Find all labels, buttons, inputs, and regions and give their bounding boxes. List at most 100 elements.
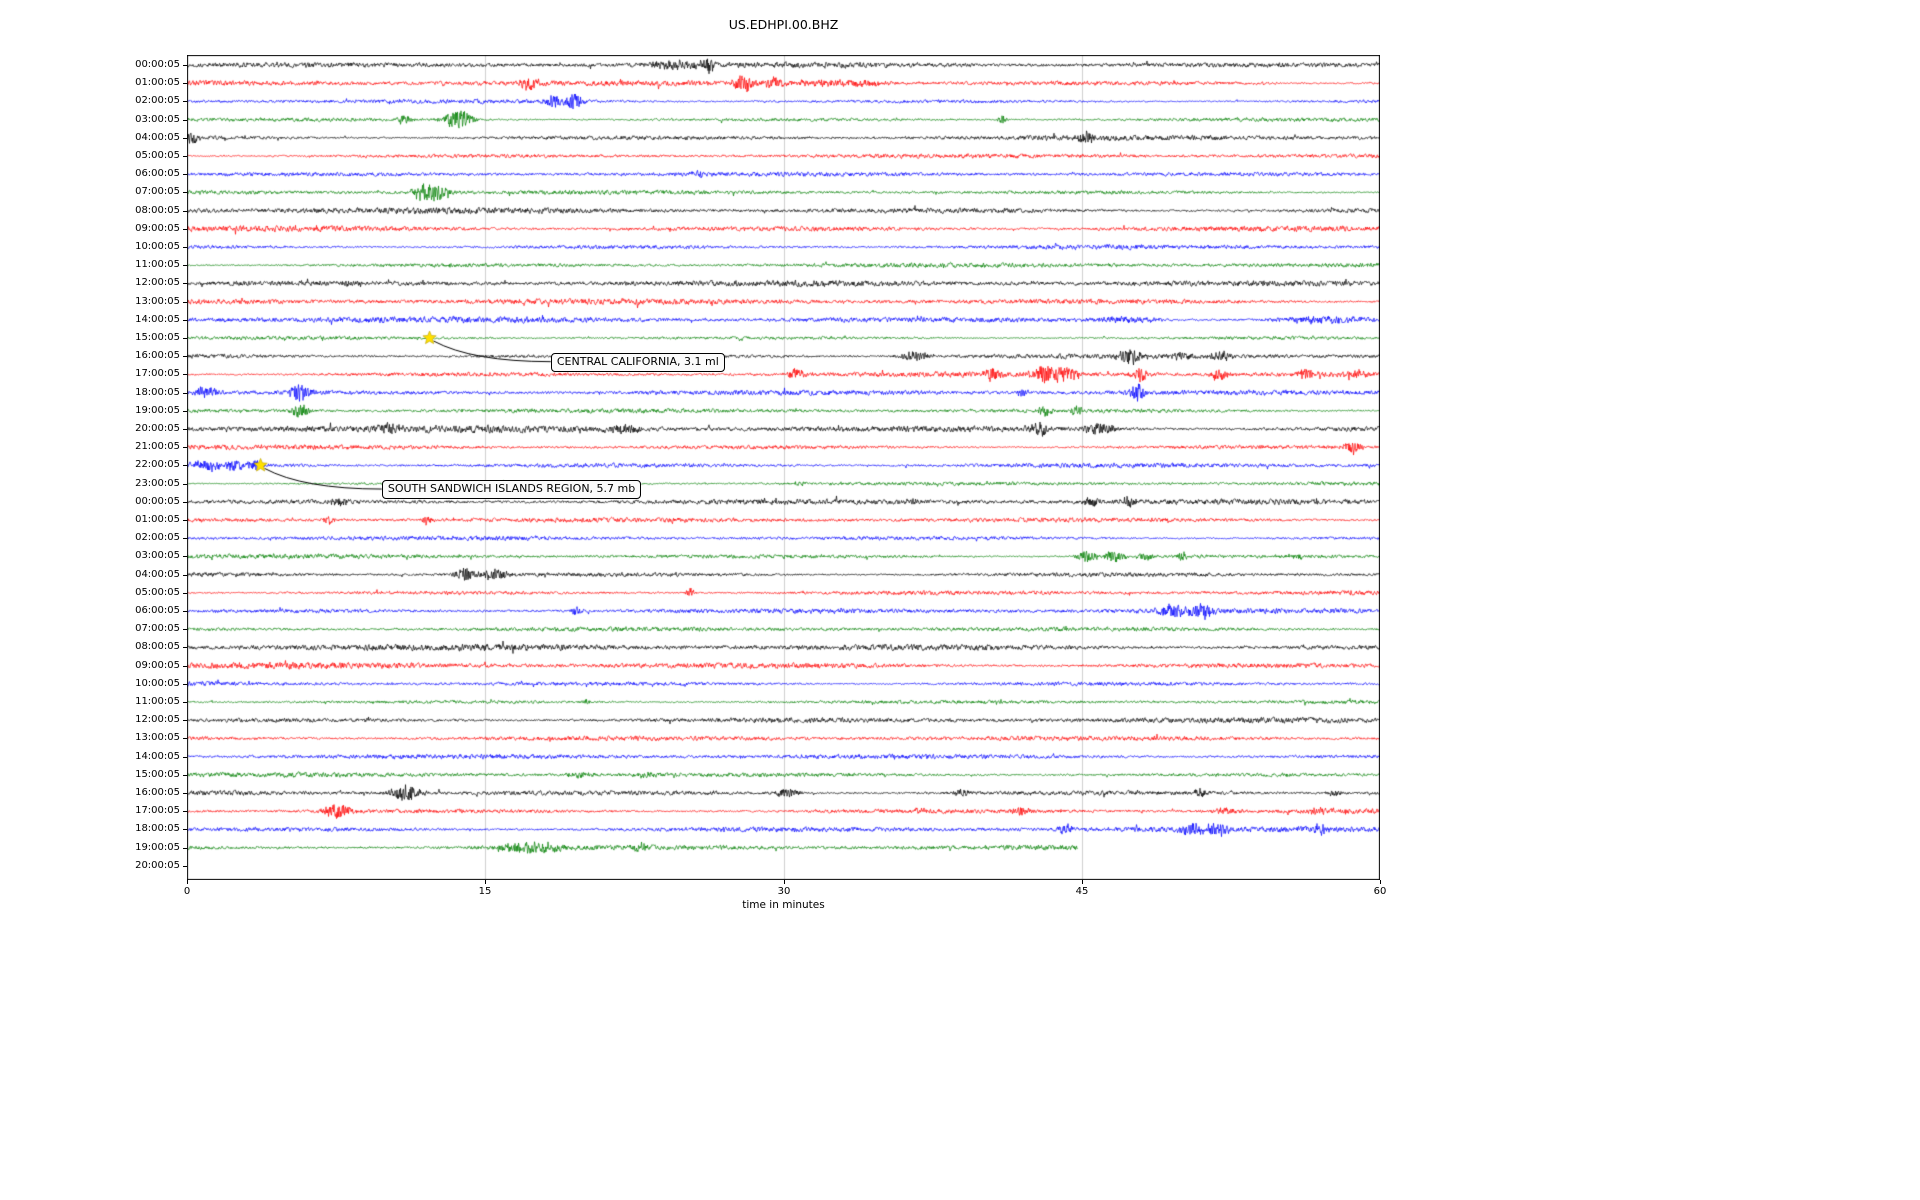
y-tick-mark bbox=[183, 574, 187, 576]
trace-time-label: 02:00:05 bbox=[135, 532, 180, 544]
trace-time-label: 07:00:05 bbox=[135, 186, 180, 198]
y-tick-mark bbox=[183, 683, 187, 685]
y-tick-mark bbox=[183, 811, 187, 813]
y-tick-mark bbox=[183, 228, 187, 230]
y-tick-mark bbox=[183, 847, 187, 849]
y-tick-mark bbox=[183, 65, 187, 66]
y-tick-mark bbox=[183, 319, 187, 321]
y-tick-mark bbox=[183, 611, 187, 612]
trace-time-label: 11:00:05 bbox=[135, 696, 180, 707]
y-tick-mark bbox=[183, 556, 187, 558]
y-tick-mark bbox=[183, 392, 187, 394]
trace-time-label: 06:00:05 bbox=[135, 168, 180, 180]
y-tick-mark bbox=[183, 501, 187, 503]
trace-time-label: 19:00:05 bbox=[135, 841, 180, 853]
trace-time-label: 00:00:05 bbox=[135, 59, 180, 70]
event-annotation-south-sandwich: SOUTH SANDWICH ISLANDS REGION, 5.7 mb bbox=[381, 480, 642, 500]
trace-time-label: 16:00:05 bbox=[135, 350, 180, 362]
trace-time-label: 18:00:05 bbox=[135, 386, 180, 398]
chart-title: US.EDHPI.00.BHZ bbox=[728, 17, 839, 32]
y-tick-mark bbox=[183, 756, 187, 758]
y-tick-mark bbox=[183, 192, 187, 194]
trace-time-label: 22:00:05 bbox=[135, 459, 180, 471]
trace-time-label: 17:00:05 bbox=[135, 805, 180, 817]
trace-time-label: 00:00:05 bbox=[135, 495, 180, 507]
y-tick-mark bbox=[183, 247, 187, 248]
x-tick-label: 30 bbox=[777, 886, 791, 897]
x-tick-mark bbox=[485, 880, 486, 884]
trace-time-label: 01:00:05 bbox=[135, 514, 180, 525]
trace-time-label: 04:00:05 bbox=[135, 131, 180, 143]
y-tick-mark bbox=[183, 338, 187, 339]
y-tick-mark bbox=[183, 520, 187, 521]
y-tick-mark bbox=[183, 356, 187, 358]
trace-time-label: 05:00:05 bbox=[135, 150, 180, 161]
y-tick-mark bbox=[183, 156, 187, 157]
y-tick-mark bbox=[183, 592, 187, 594]
trace-time-label: 10:00:05 bbox=[135, 677, 180, 689]
y-tick-mark bbox=[183, 538, 187, 540]
trace-time-label: 08:00:05 bbox=[135, 204, 180, 216]
x-tick-label: 15 bbox=[478, 886, 492, 897]
y-tick-mark bbox=[183, 429, 187, 430]
y-tick-mark bbox=[183, 738, 187, 740]
y-tick-mark bbox=[183, 465, 187, 467]
trace-time-label: 14:00:05 bbox=[135, 313, 180, 325]
y-tick-mark bbox=[183, 283, 187, 285]
y-tick-mark bbox=[183, 629, 187, 631]
y-tick-mark bbox=[183, 119, 187, 121]
trace-time-label: 05:00:05 bbox=[135, 586, 180, 598]
trace-time-label: 18:00:05 bbox=[135, 823, 180, 835]
x-tick-mark bbox=[784, 880, 785, 884]
y-tick-mark bbox=[183, 174, 187, 176]
trace-time-label: 19:00:05 bbox=[135, 404, 180, 416]
trace-time-label: 13:00:05 bbox=[135, 295, 180, 307]
y-tick-mark bbox=[183, 720, 187, 722]
y-tick-mark bbox=[183, 410, 187, 412]
trace-time-label: 21:00:05 bbox=[135, 441, 180, 453]
y-tick-mark bbox=[183, 374, 187, 376]
trace-time-label: 15:00:05 bbox=[135, 768, 180, 780]
trace-time-label: 11:00:05 bbox=[135, 259, 180, 271]
trace-time-label: 17:00:05 bbox=[135, 368, 180, 380]
y-tick-mark bbox=[183, 865, 187, 867]
trace-time-label: 12:00:05 bbox=[135, 714, 180, 726]
trace-time-label: 03:00:05 bbox=[135, 113, 180, 125]
y-tick-mark bbox=[183, 137, 187, 139]
trace-time-label: 07:00:05 bbox=[135, 623, 180, 635]
y-tick-mark bbox=[183, 793, 187, 794]
trace-time-label: 23:00:05 bbox=[135, 477, 180, 489]
trace-time-label: 01:00:05 bbox=[135, 77, 180, 89]
y-tick-mark bbox=[183, 301, 187, 303]
x-tick-mark bbox=[187, 880, 188, 884]
x-tick-mark bbox=[1082, 880, 1083, 884]
y-tick-mark bbox=[183, 210, 187, 212]
trace-time-label: 02:00:05 bbox=[135, 95, 180, 107]
trace-time-label: 14:00:05 bbox=[135, 750, 180, 762]
y-tick-mark bbox=[183, 647, 187, 649]
trace-time-label: 06:00:05 bbox=[135, 605, 180, 616]
x-tick-label: 45 bbox=[1075, 886, 1089, 897]
trace-time-label: 08:00:05 bbox=[135, 641, 180, 653]
x-tick-label: 0 bbox=[183, 886, 191, 897]
y-tick-mark bbox=[183, 101, 187, 103]
y-tick-mark bbox=[183, 83, 187, 85]
trace-time-label: 09:00:05 bbox=[135, 659, 180, 671]
x-tick-mark bbox=[1380, 880, 1381, 884]
trace-time-label: 04:00:05 bbox=[135, 568, 180, 580]
y-tick-mark bbox=[183, 665, 187, 667]
trace-time-label: 10:00:05 bbox=[135, 241, 180, 252]
y-tick-mark bbox=[183, 702, 187, 703]
trace-time-label: 20:00:05 bbox=[135, 423, 180, 434]
x-axis-label: time in minutes bbox=[742, 899, 825, 911]
trace-time-label: 03:00:05 bbox=[135, 550, 180, 562]
trace-time-label: 12:00:05 bbox=[135, 277, 180, 289]
trace-time-label: 13:00:05 bbox=[135, 732, 180, 744]
plot-area bbox=[187, 55, 1380, 880]
seismogram-canvas bbox=[187, 55, 1380, 880]
y-tick-mark bbox=[183, 447, 187, 449]
y-tick-mark bbox=[183, 483, 187, 485]
event-annotation-central-california: CENTRAL CALIFORNIA, 3.1 ml bbox=[550, 352, 725, 372]
y-tick-mark bbox=[183, 829, 187, 831]
y-tick-mark bbox=[183, 774, 187, 776]
